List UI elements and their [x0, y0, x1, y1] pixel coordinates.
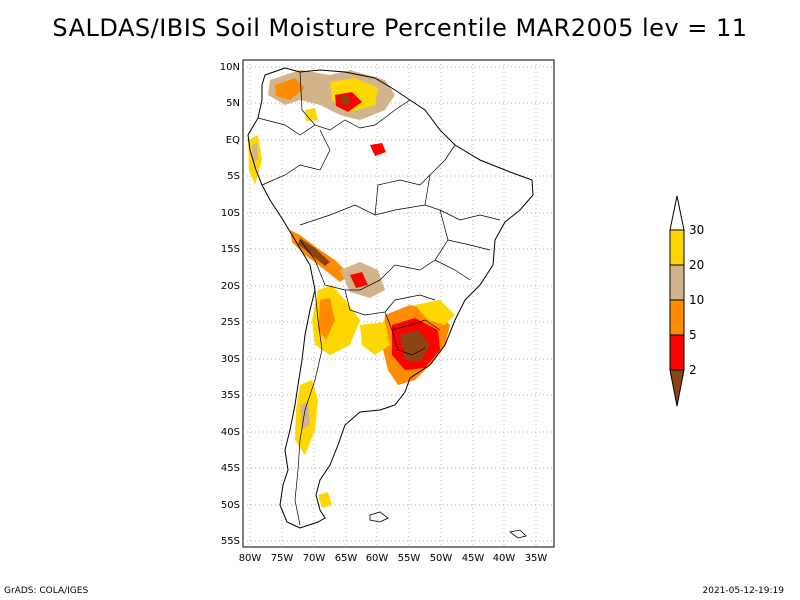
continent-coastline	[247, 67, 534, 529]
legend-swatch-above-30	[669, 195, 685, 231]
lon-label-60w: 60W	[366, 553, 389, 564]
legend-swatch-below-2	[669, 369, 685, 407]
percentile-patches	[248, 70, 455, 508]
footer-timestamp: 2021-05-12-19:19	[702, 586, 785, 596]
falklands-islands	[369, 511, 389, 523]
patch-colombia-yellow	[305, 108, 318, 121]
lat-label-55s: 55S	[221, 536, 240, 547]
lat-label-5n: 5N	[226, 98, 240, 109]
patch-south-yellow	[318, 492, 332, 508]
lon-label-40w: 40W	[493, 553, 516, 564]
lat-label-40s: 40S	[221, 427, 240, 438]
lat-label-20s: 20S	[221, 281, 240, 292]
map-frame	[242, 59, 555, 548]
patch-argentina-orange	[318, 298, 335, 340]
patch-venezuela-brown	[340, 95, 350, 105]
lat-label-30s: 30S	[221, 354, 240, 365]
lat-label-5s: 5S	[227, 171, 240, 182]
lat-label-15s: 15S	[221, 244, 240, 255]
lat-label-25s: 25S	[221, 317, 240, 328]
color-legend: 30 20 10 5 2	[669, 195, 704, 407]
patch-entrerios-yellow	[360, 322, 390, 355]
legend-label-2: 2	[689, 363, 697, 377]
south-georgia-island	[509, 529, 527, 539]
patch-andes-brown	[298, 238, 330, 266]
patch-chaco-red	[350, 272, 368, 288]
patch-ecuador-tan	[252, 143, 258, 162]
lon-label-70w: 70W	[303, 553, 326, 564]
patch-amazon-red	[370, 143, 386, 156]
legend-label-10: 10	[689, 293, 704, 307]
patch-colombia-orange	[275, 78, 305, 100]
footer-credit: GrADS: COLA/IGES	[4, 586, 89, 596]
lat-label-10s: 10S	[221, 208, 240, 219]
legend-swatch-5-10	[669, 299, 685, 336]
patch-parana-yellow	[415, 300, 455, 325]
lat-label-eq: EQ	[226, 135, 240, 146]
lon-label-75w: 75W	[271, 553, 294, 564]
legend-swatch-10-20	[669, 264, 685, 301]
lon-label-50w: 50W	[430, 553, 453, 564]
legend-label-20: 20	[689, 258, 704, 272]
map-title: SALDAS/IBIS Soil Moisture Percentile MAR…	[52, 14, 748, 42]
legend-swatch-2-5	[669, 334, 685, 371]
lon-label-55w: 55W	[398, 553, 421, 564]
legend-label-5: 5	[689, 328, 697, 342]
patch-southbrazil-brown	[400, 330, 430, 362]
lat-label-10n: 10N	[220, 62, 240, 73]
lon-label-80w: 80W	[239, 553, 262, 564]
lon-label-35w: 35W	[525, 553, 548, 564]
legend-label-30: 30	[689, 223, 704, 237]
country-borders	[257, 71, 501, 526]
lat-label-50s: 50S	[221, 500, 240, 511]
lon-label-65w: 65W	[335, 553, 358, 564]
lon-label-45w: 45W	[462, 553, 485, 564]
lat-label-35s: 35S	[221, 390, 240, 401]
legend-swatch-20-30	[669, 229, 685, 266]
lat-label-45s: 45S	[221, 463, 240, 474]
